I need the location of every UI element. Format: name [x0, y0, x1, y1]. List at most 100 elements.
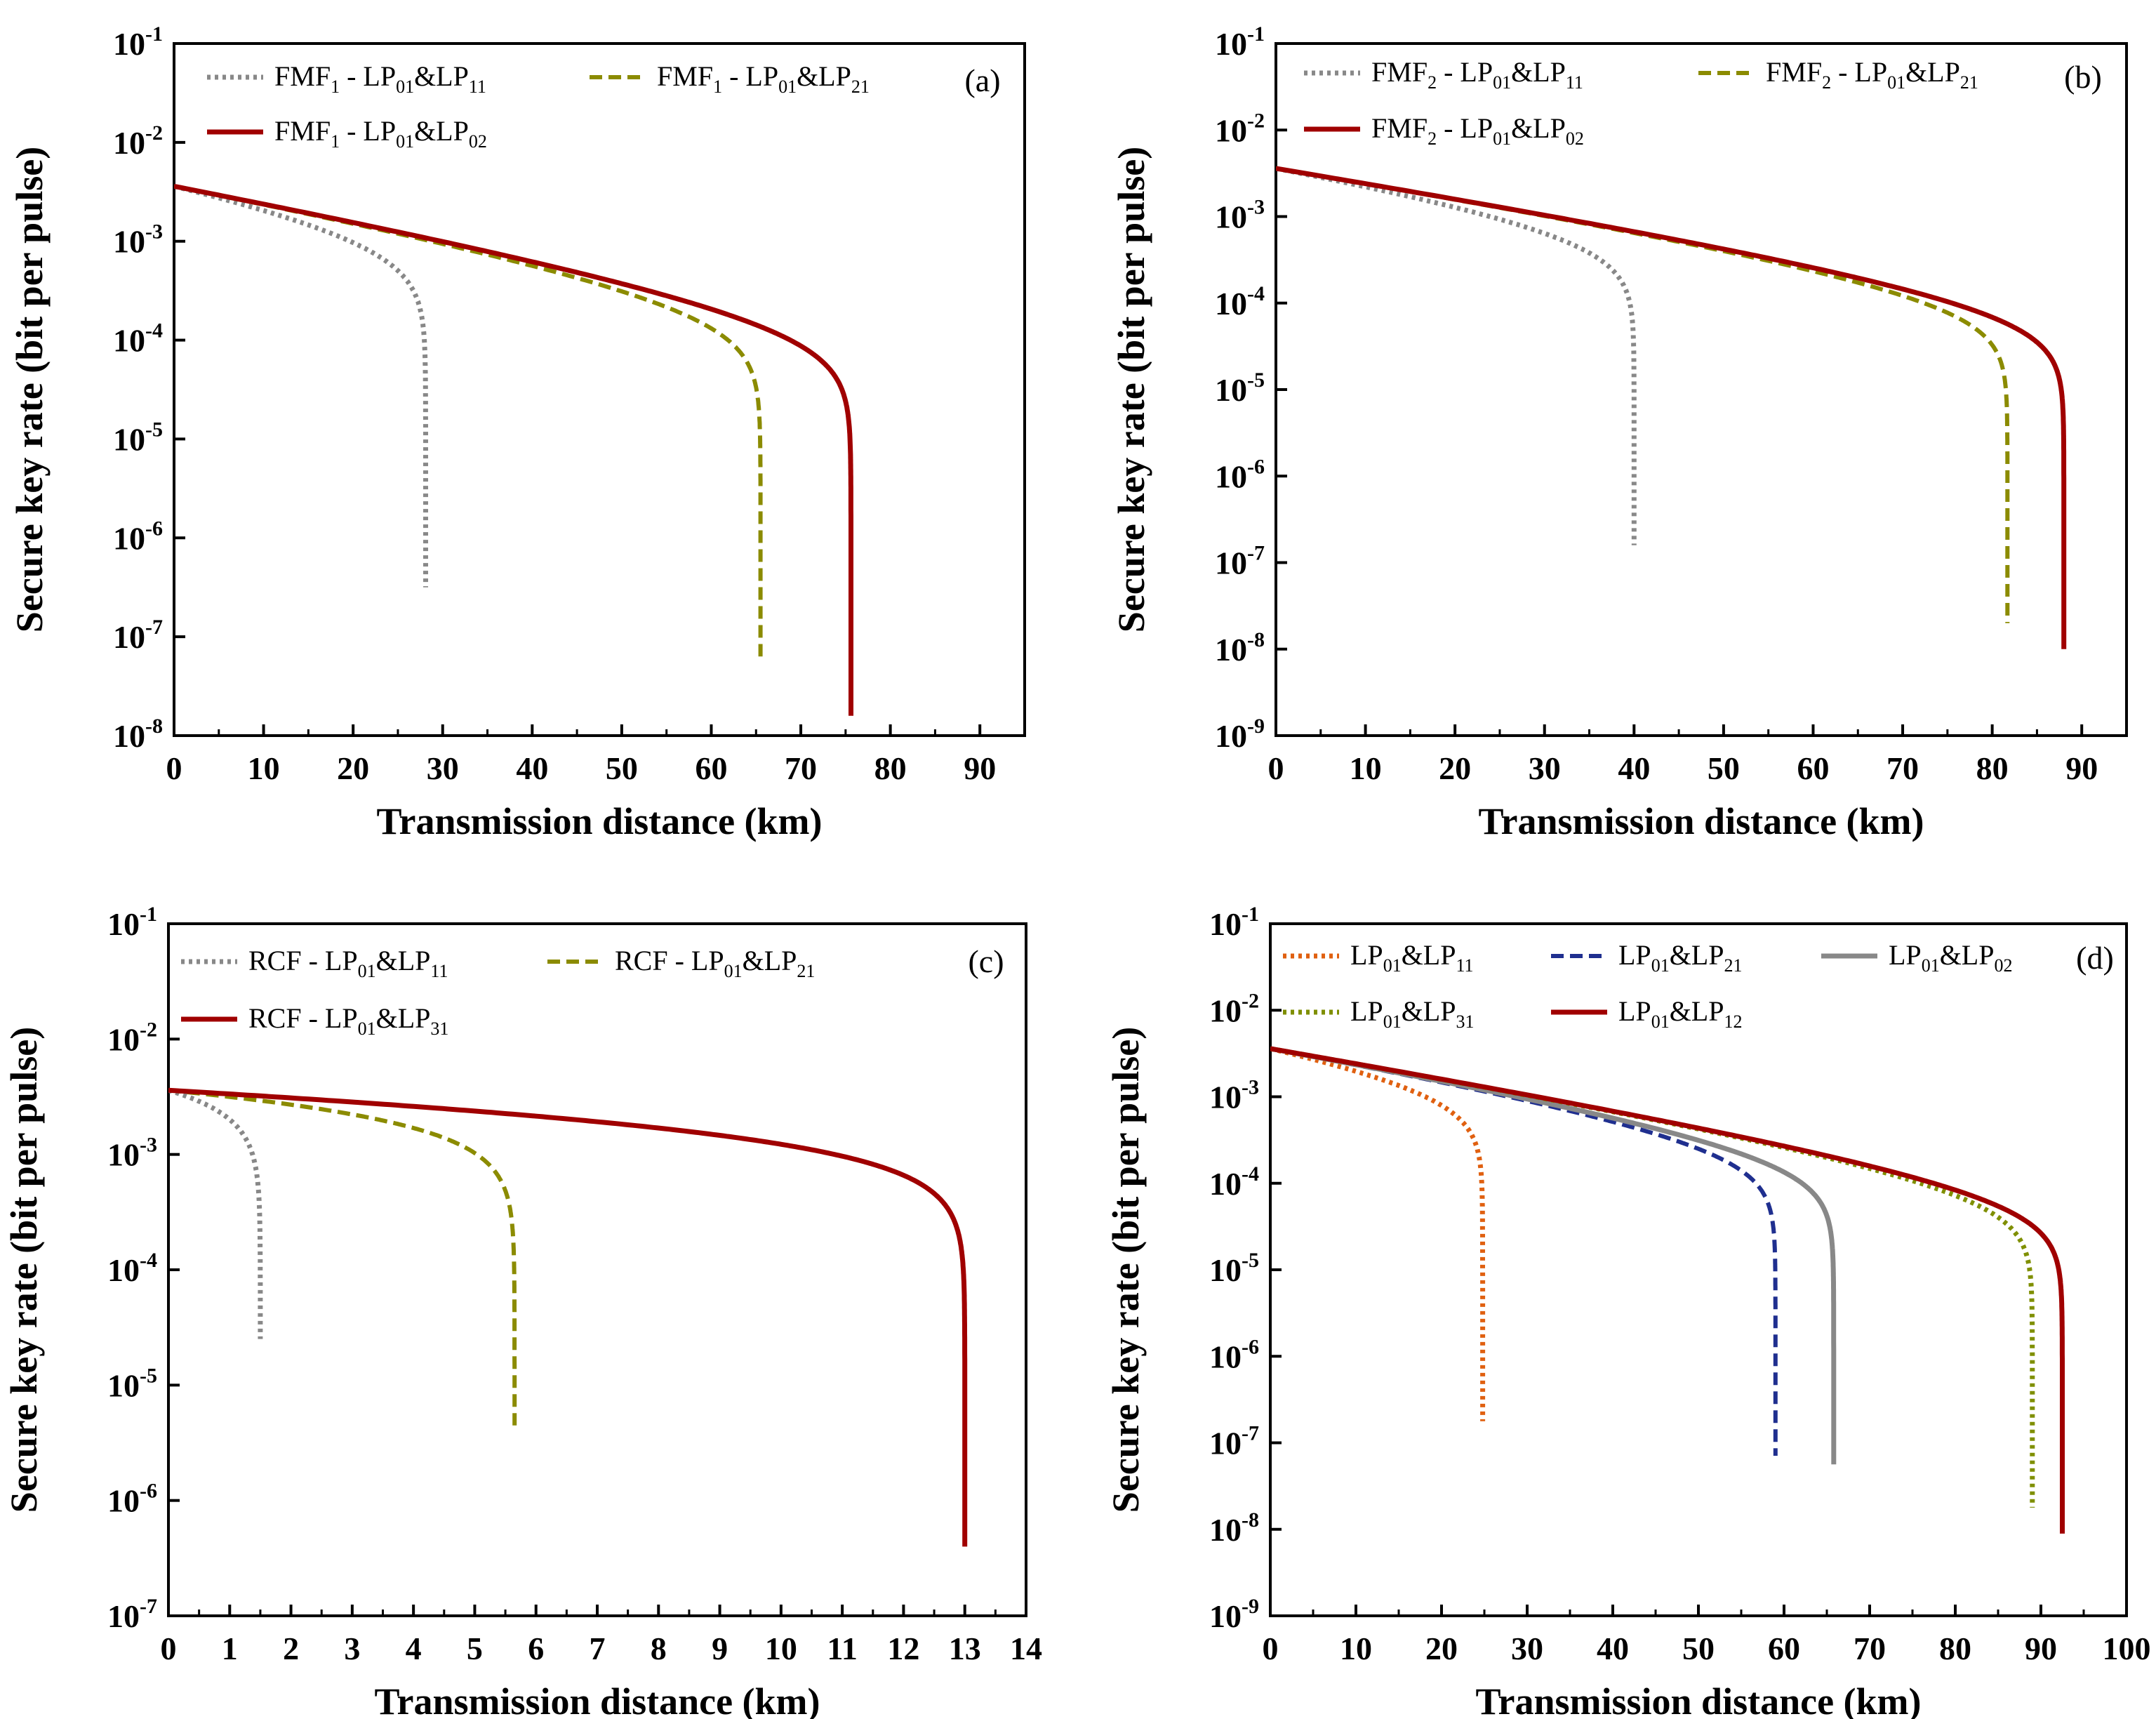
x-tick-label: 70 [785, 750, 817, 786]
panel-label: (c) [968, 943, 1004, 979]
x-tick-label: 60 [1797, 750, 1829, 786]
x-tick-label: 90 [2065, 750, 2098, 786]
legend-label: RCF - LP01&LP21 [615, 945, 815, 981]
legend-label: LP01&LP11 [1350, 939, 1474, 976]
x-tick-label: 80 [1939, 1631, 1971, 1666]
series-line-3 [174, 183, 853, 716]
x-tick-label: 80 [874, 750, 907, 786]
x-tick-label: 50 [1682, 1631, 1715, 1666]
x-axis-label: Transmission distance (km) [374, 1680, 820, 1719]
y-tick-label: 10-2 [1215, 109, 1265, 148]
chart-panel-2: 0 10 20 30 40 50 60 70 80 90 10-9 10-8 10-7 10-6 10-5 1… [1110, 22, 2128, 842]
y-tick-label: 10-1 [107, 903, 157, 942]
y-tick-label: 10-5 [1209, 1249, 1259, 1288]
legend-label: FMF1 - LP01&LP21 [657, 60, 870, 97]
chart-panel-3: 0 1 2 3 4 5 6 7 8 9 10 11 12 13 1410-710-610-510-410-3… [3, 903, 1042, 1719]
y-tick-label: 10-9 [1215, 715, 1265, 754]
series-line-3 [1270, 1046, 1837, 1465]
x-tick-label: 40 [516, 750, 548, 786]
series-line-1 [1276, 166, 1637, 545]
legend-label: FMF2 - LP01&LP21 [1766, 56, 1978, 93]
x-tick-label: 5 [467, 1631, 483, 1666]
x-tick-label: 12 [887, 1631, 919, 1666]
x-tick-label: 100 [2103, 1631, 2151, 1666]
y-tick-label: 10-7 [1209, 1422, 1259, 1461]
x-tick-label: 0 [1263, 1631, 1279, 1666]
legend-label: LP01&LP12 [1618, 995, 1742, 1032]
x-tick-label: 50 [1708, 750, 1740, 786]
x-tick-label: 90 [2025, 1631, 2057, 1666]
x-axis-label: Transmission distance (km) [376, 800, 822, 842]
y-tick-label: 10-5 [113, 418, 163, 457]
y-tick-label: 10-1 [113, 22, 163, 62]
y-tick-label: 10-3 [1209, 1076, 1259, 1115]
y-tick-label: 10-3 [113, 220, 163, 260]
x-tick-label: 20 [337, 750, 369, 786]
legend-label: RCF - LP01&LP11 [248, 945, 448, 981]
series-line-1 [174, 183, 428, 588]
x-axis-label: Transmission distance (km) [1478, 800, 1924, 842]
x-tick-label: 60 [695, 750, 727, 786]
y-tick-label: 10-8 [113, 715, 163, 754]
x-tick-label: 40 [1618, 750, 1650, 786]
series-line-2 [168, 1088, 517, 1426]
x-tick-label: 10 [1340, 1631, 1372, 1666]
x-tick-label: 6 [528, 1631, 544, 1666]
legend-label: LP01&LP31 [1350, 995, 1474, 1032]
x-tick-label: 70 [1854, 1631, 1886, 1666]
legend-label: FMF1 - LP01&LP02 [274, 115, 487, 152]
legend-label: LP01&LP21 [1618, 939, 1742, 976]
panel-label: (a) [964, 62, 1000, 98]
y-tick-label: 10-6 [1209, 1335, 1259, 1374]
y-tick-label: 10-4 [1209, 1162, 1259, 1202]
x-tick-label: 4 [406, 1631, 422, 1666]
y-tick-label: 10-8 [1209, 1508, 1259, 1548]
x-tick-label: 10 [1350, 750, 1382, 786]
y-axis-label: Secure key rate (bit per pulse) [1105, 1027, 1147, 1513]
series-line-3 [1276, 166, 2067, 649]
x-axis-label: Transmission distance (km) [1475, 1680, 1921, 1719]
y-tick-label: 10-4 [113, 319, 163, 359]
x-tick-label: 20 [1439, 750, 1471, 786]
legend-label: LP01&LP02 [1889, 939, 2012, 976]
legend-label: FMF2 - LP01&LP11 [1371, 56, 1583, 93]
y-tick-label: 10-5 [1215, 369, 1265, 408]
y-tick-label: 10-9 [1209, 1595, 1259, 1634]
x-tick-label: 90 [964, 750, 996, 786]
x-tick-label: 30 [1511, 1631, 1543, 1666]
y-tick-label: 10-3 [107, 1134, 157, 1173]
y-axis-label: Secure key rate (bit per pulse) [1110, 147, 1152, 632]
y-tick-label: 10-4 [1215, 282, 1265, 321]
x-tick-label: 30 [427, 750, 459, 786]
legend: LP01&LP11 LP01&LP21 LP01&LP02 LP01&LP31 LP01… [1283, 939, 2012, 1032]
x-tick-label: 8 [651, 1631, 667, 1666]
chart-panel-1: 0 10 20 30 40 50 60 70 80 90 10-8 10-7 10-6 10-5 10-4 1… [8, 22, 1026, 842]
x-tick-label: 50 [606, 750, 638, 786]
x-tick-label: 10 [765, 1631, 797, 1666]
series-line-1 [168, 1087, 263, 1339]
series-line-1 [1270, 1046, 1486, 1421]
x-tick-label: 20 [1425, 1631, 1458, 1666]
x-tick-label: 0 [166, 750, 182, 786]
legend: FMF1 - LP01&LP11 FMF1 - LP01&LP21 FMF1 - L… [207, 60, 870, 152]
x-tick-label: 1 [222, 1631, 238, 1666]
series-line-2 [1276, 166, 2010, 623]
y-tick-label: 10-6 [113, 517, 163, 556]
x-tick-label: 40 [1597, 1631, 1629, 1666]
y-tick-label: 10-2 [107, 1018, 157, 1057]
plot-frame [173, 42, 1026, 737]
legend: FMF2 - LP01&LP11 FMF2 - LP01&LP21 FMF2 - L… [1304, 56, 1978, 149]
legend-label: RCF - LP01&LP31 [248, 1002, 448, 1039]
x-tick-label: 30 [1529, 750, 1561, 786]
y-tick-label: 10-1 [1215, 22, 1265, 62]
series-line-3 [168, 1087, 968, 1547]
x-tick-label: 11 [827, 1631, 857, 1666]
x-tick-label: 3 [344, 1631, 360, 1666]
x-tick-label: 0 [1268, 750, 1284, 786]
y-axis-label: Secure key rate (bit per pulse) [8, 147, 51, 632]
x-tick-label: 14 [1010, 1631, 1042, 1666]
y-tick-label: 10-3 [1215, 196, 1265, 235]
x-tick-label: 13 [949, 1631, 981, 1666]
y-tick-label: 10-6 [107, 1480, 157, 1519]
